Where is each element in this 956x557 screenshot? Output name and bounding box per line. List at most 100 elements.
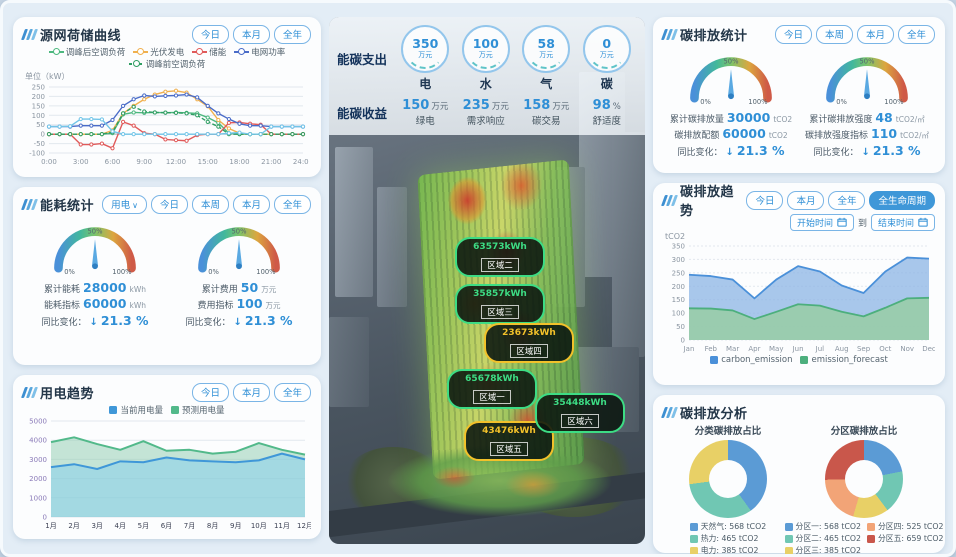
legend-item[interactable]: carbon_emission: [710, 355, 792, 365]
legend-item[interactable]: 储能: [192, 46, 226, 58]
swatch-icon: [689, 522, 698, 531]
expense-item-carbon: 0 万元 碳: [577, 25, 638, 92]
month-button[interactable]: 本月: [856, 24, 894, 44]
zone-badge-4[interactable]: 23673kWh 区域四: [484, 323, 574, 363]
gauge-dial: 50% 0% 100%: [198, 227, 280, 276]
svg-text:0: 0: [681, 337, 685, 345]
expense-tag: 能碳支出: [337, 52, 388, 67]
svg-text:0%: 0%: [836, 98, 847, 106]
svg-text:200: 200: [32, 93, 45, 101]
swatch-icon: [109, 406, 118, 414]
week-button[interactable]: 本周: [815, 24, 853, 44]
line-marker-icon: [133, 48, 149, 57]
zone-badge-2[interactable]: 63573kWh 区域二: [455, 237, 545, 277]
svg-text:0: 0: [41, 131, 45, 139]
chart-legend: 当前用电量 预测用电量: [23, 404, 311, 416]
svg-text:Apr: Apr: [748, 345, 760, 353]
left-column: 源网荷储曲线 今日 本月 全年 调峰后空调负荷 光伏发电 储能 电网功率 调峰前…: [13, 17, 321, 539]
year-button[interactable]: 全年: [828, 190, 866, 210]
expense-item-water: 100 万元 水: [456, 25, 517, 92]
swatch-icon: [867, 534, 875, 543]
today-button[interactable]: 今日: [774, 24, 812, 44]
swatch-icon: [171, 406, 179, 414]
carbon-intensity-gauge: 50% 0% 100% 累计碳排放强度 48 tCO2/㎡ 碳排放强度指标 110 tC…: [799, 48, 935, 159]
svg-text:Oct: Oct: [879, 345, 891, 353]
svg-text:-100: -100: [29, 150, 45, 158]
panel-title: 碳排放趋势: [680, 185, 735, 219]
today-button[interactable]: 今日: [150, 194, 188, 214]
legend-item[interactable]: 当前用电量: [109, 404, 163, 416]
svg-text:24:00: 24:00: [293, 158, 309, 166]
city-building: [377, 187, 407, 307]
zone-badge-1[interactable]: 65678kWh 区域一: [447, 369, 537, 409]
svg-text:100: 100: [672, 310, 685, 318]
income-item-demand-response: 235 万元 需求响应: [462, 98, 509, 127]
end-date-picker[interactable]: 结束时间: [870, 213, 935, 231]
expense-circle: 100 万元: [461, 25, 510, 73]
svg-text:250: 250: [672, 269, 685, 277]
lifecycle-button[interactable]: 全生命周期: [869, 190, 935, 210]
today-button[interactable]: 今日: [746, 190, 784, 210]
svg-text:Jun: Jun: [792, 345, 804, 353]
month-button[interactable]: 本月: [232, 24, 270, 44]
week-button[interactable]: 本周: [191, 194, 229, 214]
start-date-picker[interactable]: 开始时间: [789, 213, 854, 231]
svg-text:0%: 0%: [64, 268, 75, 276]
svg-text:0%: 0%: [208, 268, 219, 276]
calendar-icon: [837, 217, 847, 227]
swatch-icon: [784, 534, 793, 543]
svg-text:3:00: 3:00: [73, 158, 89, 166]
svg-text:9:00: 9:00: [136, 158, 152, 166]
y-axis-unit-label: tCO2: [665, 232, 686, 241]
category-emission-donut: [689, 440, 767, 518]
gauge-needle-icon: [863, 69, 871, 97]
svg-text:100%: 100%: [884, 98, 904, 106]
zone-badge-6[interactable]: 35448kWh 区域六: [535, 393, 625, 433]
panel-bars-icon: [20, 386, 39, 398]
zone-emission-donut: [825, 440, 903, 518]
arrow-down-icon: ↓: [725, 146, 734, 158]
year-button[interactable]: 全年: [897, 24, 935, 44]
svg-text:1000: 1000: [29, 494, 47, 502]
city-building: [612, 132, 645, 357]
line-marker-icon: [234, 48, 250, 57]
svg-text:Nov: Nov: [900, 345, 914, 353]
month-button[interactable]: 本月: [232, 382, 270, 402]
svg-text:200: 200: [672, 283, 685, 291]
legend-item[interactable]: 光伏发电: [133, 46, 184, 58]
panel-power-trend: 用电趋势 今日 本月 全年 当前用电量 预测用电量 0 1000 2000 3000 4…: [13, 375, 321, 539]
svg-text:150: 150: [32, 102, 45, 110]
swatch-icon: [710, 356, 719, 364]
legend-item[interactable]: 预测用电量: [171, 404, 225, 416]
legend-item[interactable]: emission_forecast: [800, 355, 888, 365]
zone-badge-5[interactable]: 43476kWh 区域五: [464, 421, 554, 461]
gauge-needle-icon: [235, 239, 243, 267]
city-building: [335, 147, 373, 297]
month-button[interactable]: 本月: [232, 194, 270, 214]
svg-text:15:00: 15:00: [198, 158, 218, 166]
svg-text:Aug: Aug: [835, 345, 849, 353]
today-button[interactable]: 今日: [191, 382, 229, 402]
svg-text:May: May: [769, 345, 783, 353]
svg-text:5000: 5000: [29, 418, 47, 426]
legend-item[interactable]: 调峰前空调负荷: [128, 58, 205, 70]
svg-text:21:00: 21:00: [261, 158, 281, 166]
month-button[interactable]: 本月: [787, 190, 825, 210]
legend-item[interactable]: 电网功率: [234, 46, 285, 58]
energy-type-dropdown[interactable]: 用电 ∨: [102, 194, 147, 214]
svg-text:350: 350: [672, 243, 685, 251]
svg-text:11月: 11月: [274, 522, 290, 530]
panel-carbon-analysis: 碳排放分析 分类碳排放占比 天然气: 568 tCO2 热力: 465 tCO2…: [653, 395, 945, 554]
svg-text:50%: 50%: [232, 228, 248, 236]
year-button[interactable]: 全年: [273, 24, 311, 44]
y-axis-unit-label: 单位（kW）: [25, 72, 70, 81]
year-button[interactable]: 全年: [273, 194, 311, 214]
zone-badge-3[interactable]: 35857kWh 区域三: [455, 284, 545, 324]
today-button[interactable]: 今日: [191, 24, 229, 44]
donut-legend: 天然气: 568 tCO2 热力: 465 tCO2 电力: 385 tCO2: [689, 521, 766, 554]
svg-text:Dec: Dec: [922, 345, 935, 353]
year-button[interactable]: 全年: [273, 382, 311, 402]
legend-item[interactable]: 调峰后空调负荷: [48, 46, 125, 58]
swatch-icon: [689, 534, 698, 543]
svg-text:Jan: Jan: [683, 345, 695, 353]
